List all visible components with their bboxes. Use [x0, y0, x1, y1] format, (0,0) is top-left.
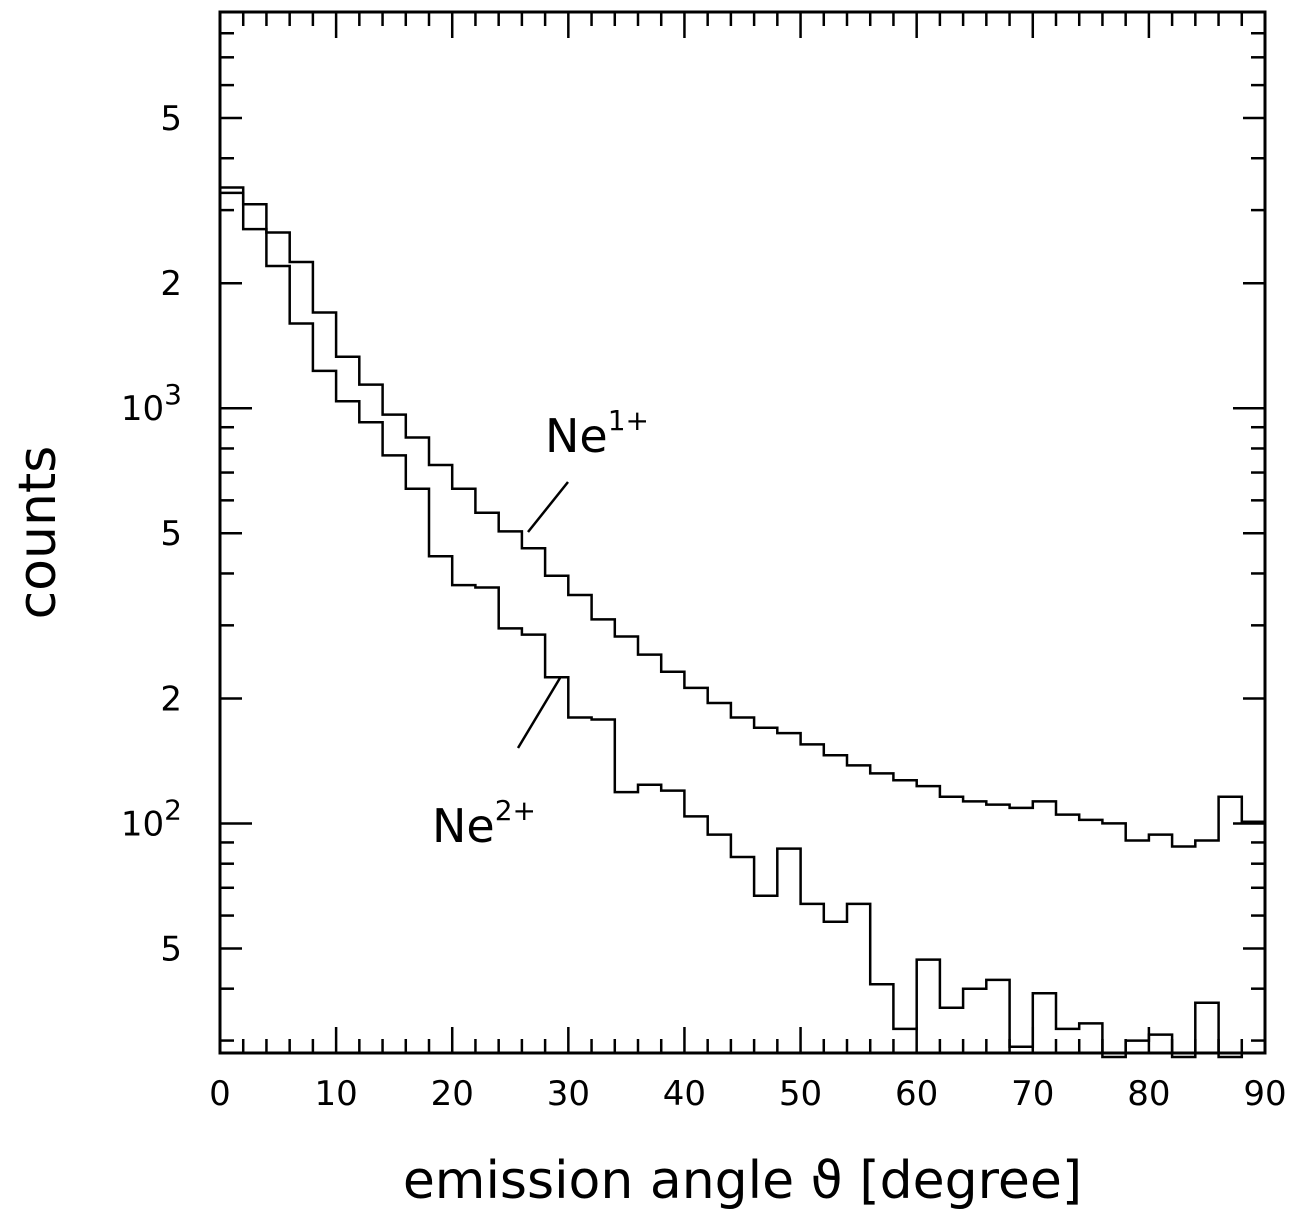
y-tick-label: 2: [160, 264, 182, 304]
y-tick-label-exponent: 2: [164, 793, 182, 826]
x-tick-label: 90: [1243, 1074, 1286, 1114]
annotation-label-sup: 2+: [495, 794, 536, 827]
y-tick-label: 5: [160, 99, 182, 139]
series-line-ne1plus: [220, 186, 1265, 848]
annotation-label-sup: 1+: [608, 404, 649, 437]
axis-ticks: [218, 10, 1267, 1053]
annotation-leader-line: [527, 481, 569, 533]
x-tick-label: 70: [1011, 1074, 1054, 1114]
plot-frame-rect: [218, 10, 1267, 1055]
x-tick-label: 50: [779, 1074, 822, 1114]
x-tick-label: 80: [1127, 1074, 1170, 1114]
y-axis-title: counts: [8, 446, 68, 620]
x-axis-title: emission angle ϑ [degree]: [403, 1151, 1082, 1211]
plot-frame: [218, 10, 1267, 1055]
x-tick-label: 30: [547, 1074, 590, 1114]
x-tick-label: 10: [314, 1074, 357, 1114]
x-tick-label: 20: [431, 1074, 474, 1114]
y-tick-label: 2: [160, 679, 182, 719]
x-tick-label: 40: [663, 1074, 706, 1114]
y-tick-label-exponent: 3: [164, 378, 182, 411]
x-tick-label: 0: [209, 1074, 231, 1114]
x-tick-label: 60: [895, 1074, 938, 1114]
y-tick-label: 5: [160, 929, 182, 969]
series-group: [220, 186, 1265, 1059]
y-tick-label: 5: [160, 514, 182, 554]
series-line-ne2plus: [220, 191, 1265, 1059]
annotation-leader-line: [516, 677, 562, 749]
